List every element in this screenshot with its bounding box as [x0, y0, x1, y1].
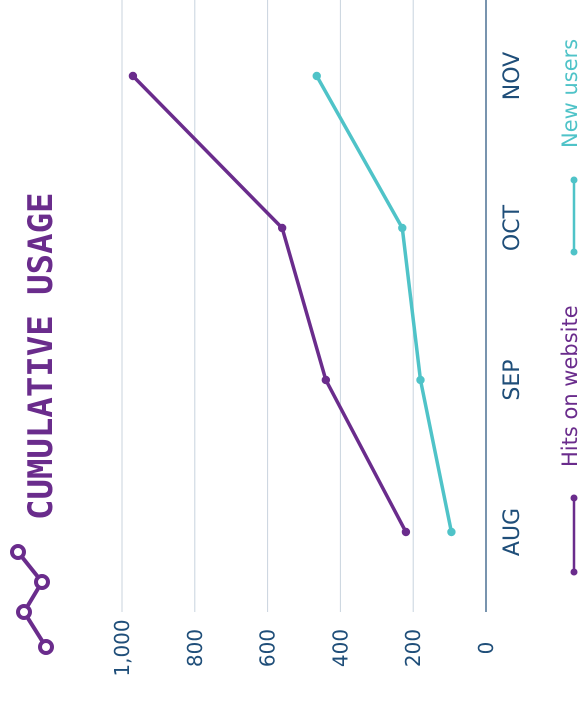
legend: Hits on website New users [558, 39, 580, 576]
legend-label-hits: Hits on website [558, 305, 580, 467]
x-tick-label: AUG [500, 508, 525, 556]
line-chart-icon [10, 544, 54, 655]
x-tick-label: SEP [500, 359, 525, 400]
data-point [401, 527, 411, 537]
data-point [277, 223, 287, 233]
series-line [131, 74, 408, 533]
data-point [416, 375, 425, 385]
x-tick-label: NOV [500, 52, 525, 100]
x-tick-label: OCT [500, 204, 525, 251]
data-point [321, 375, 331, 385]
data-point [312, 71, 321, 81]
data-point [398, 223, 407, 233]
legend-item-new-users: New users [558, 39, 580, 256]
y-tick-label: 200 [401, 629, 425, 667]
x-axis-ticks: AUG SEP OCT NOV [500, 52, 525, 556]
y-tick-label: 800 [183, 629, 207, 667]
legend-item-hits: Hits on website [558, 305, 580, 576]
y-tick-label: 1,000 [110, 619, 134, 676]
grid-lines [121, 0, 414, 612]
chart-title: CUMULATIVE USAGE [21, 192, 61, 520]
series-line [315, 75, 454, 533]
data-point [447, 527, 456, 537]
y-tick-label: 400 [328, 629, 352, 667]
data-point [128, 71, 138, 81]
y-axis-ticks: 0 200 400 600 800 1,000 [110, 619, 498, 676]
legend-label-new-users: New users [558, 39, 580, 148]
series-layer [128, 71, 456, 537]
y-tick-label: 600 [256, 629, 280, 667]
y-tick-label: 0 [474, 642, 498, 655]
